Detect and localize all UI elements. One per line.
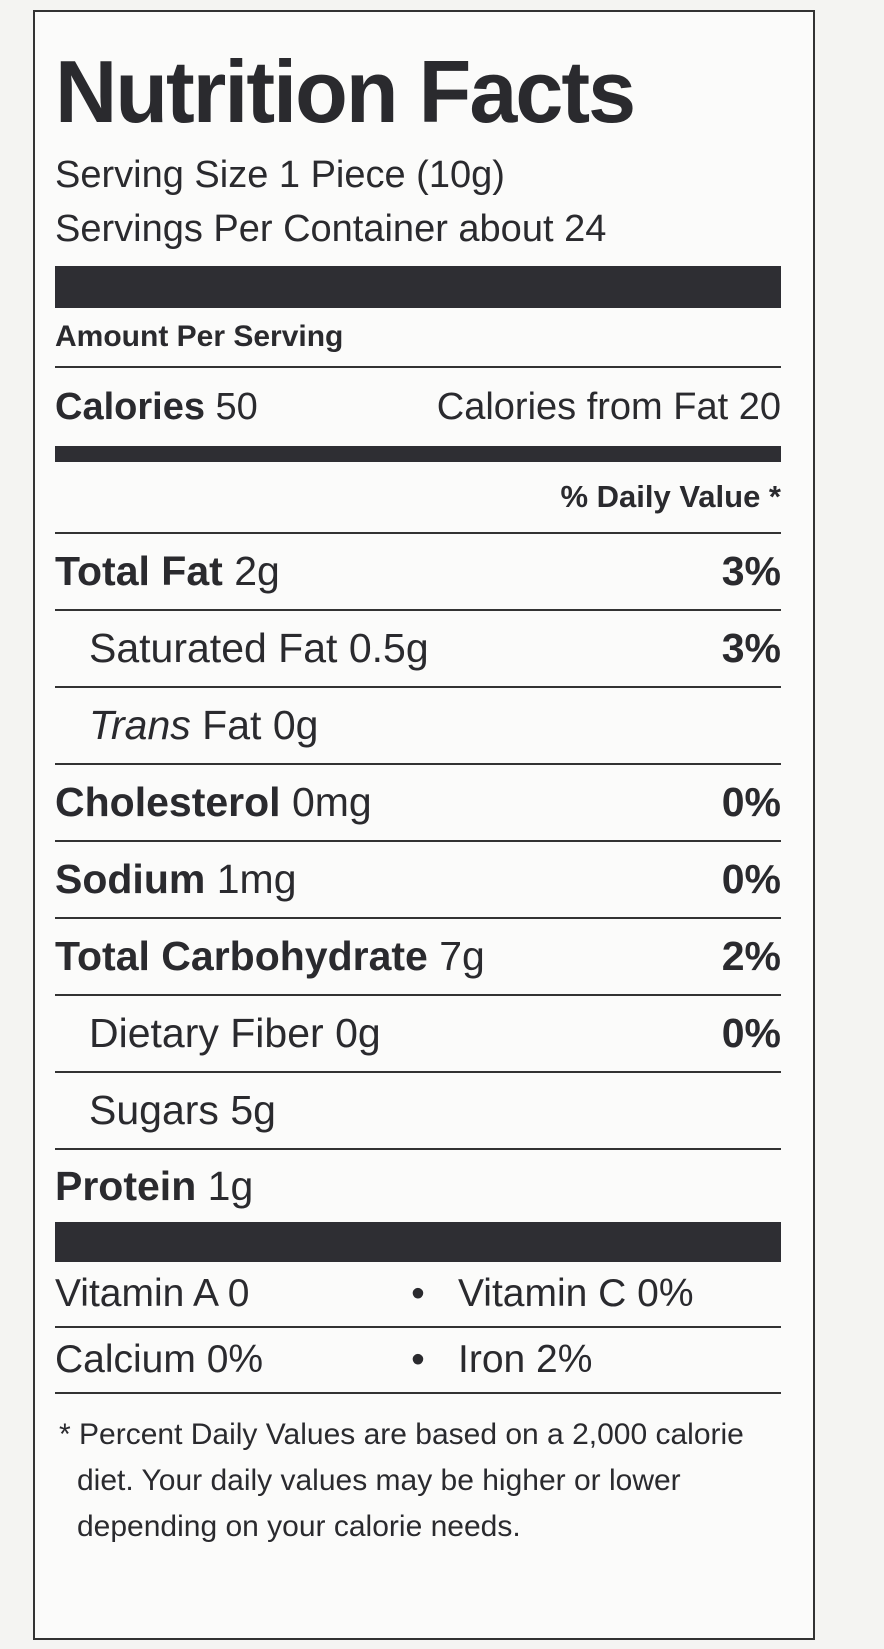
nutrient-amount: 2g — [234, 548, 280, 594]
nutrient-row-sodium: Sodium 1mg 0% — [55, 842, 781, 919]
bullet: • — [411, 1272, 425, 1315]
daily-value-header-label: % Daily Value * — [560, 479, 781, 514]
nutrient-name-rest: Fat — [202, 702, 262, 748]
nutrient-name: Protein — [55, 1162, 197, 1209]
nutrient-dv: 3% — [721, 548, 781, 594]
calcium: Calcium 0% — [55, 1338, 264, 1381]
thick-divider — [55, 266, 781, 308]
nutrient-amount: 0.5g — [348, 625, 429, 671]
thick-divider — [55, 1222, 781, 1262]
nutrient-row-total-carbohydrate: Total Carbohydrate 7g 2% — [55, 919, 781, 996]
nutrient-name: Saturated Fat — [89, 625, 338, 671]
nutrient-amount: 0g — [272, 702, 319, 748]
nutrient-row-sugars: Sugars 5g — [55, 1073, 781, 1150]
vitamin-a: Vitamin A 0 — [55, 1272, 250, 1315]
nutrient-name: Trans — [89, 702, 191, 748]
nutrient-name: Total Fat — [55, 548, 223, 594]
serving-size: Serving Size 1 Piece (10g) — [55, 154, 505, 196]
nutrient-dv: 2% — [721, 933, 781, 979]
title: Nutrition Facts — [55, 42, 636, 141]
calories-from-fat: Calories from Fat 20 — [436, 385, 781, 428]
nutrient-dv: 0% — [721, 1010, 781, 1056]
nutrient-dv: 0% — [721, 779, 781, 825]
servings-per-container: Servings Per Container about 24 — [55, 208, 607, 250]
nutrient-dv: 0% — [721, 856, 781, 902]
nutrient-amount: 0g — [335, 1010, 381, 1056]
nutrient-row-protein: Protein 1g — [55, 1150, 781, 1222]
medium-divider — [55, 446, 781, 462]
amount-per-serving: Amount Per Serving — [55, 308, 781, 368]
nutrient-name: Total Carbohydrate — [55, 933, 428, 979]
vitamin-row: Calcium 0% • Iron 2% — [55, 1328, 781, 1394]
nutrient-dv: 3% — [721, 625, 781, 671]
nutrient-amount: 0mg — [291, 779, 372, 825]
nutrient-name: Cholesterol — [55, 779, 281, 825]
amount-per-serving-label: Amount Per Serving — [55, 320, 344, 353]
nutrient-name: Sugars — [89, 1087, 219, 1133]
nutrient-amount: 1mg — [216, 856, 297, 902]
daily-value-header: % Daily Value * — [55, 462, 781, 534]
nutrient-name: Sodium — [55, 856, 206, 902]
vitamin-row: Vitamin A 0 • Vitamin C 0% — [55, 1262, 781, 1328]
nutrient-row-saturated-fat: Saturated Fat 0.5g 3% — [55, 611, 781, 688]
nutrition-label: Nutrition Facts Serving Size 1 Piece (10… — [33, 10, 815, 1640]
nutrient-row-cholesterol: Cholesterol 0mg 0% — [55, 765, 781, 842]
calories-label: Calories — [55, 385, 205, 428]
nutrient-amount: 7g — [439, 933, 485, 979]
nutrient-row-dietary-fiber: Dietary Fiber 0g 0% — [55, 996, 781, 1073]
bullet: • — [411, 1338, 425, 1381]
calories-value: 50 — [215, 385, 258, 428]
footnote: * Percent Daily Values are based on a 2,… — [59, 1418, 744, 1543]
nutrient-amount: 5g — [230, 1087, 276, 1133]
calories-row: Calories 50 Calories from Fat 20 — [55, 368, 781, 446]
nutrient-row-trans-fat: Trans Fat 0g — [55, 688, 781, 765]
nutrient-row-total-fat: Total Fat 2g 3% — [55, 534, 781, 611]
nutrient-name: Dietary Fiber — [89, 1010, 324, 1056]
iron: Iron 2% — [458, 1338, 593, 1381]
vitamin-c: Vitamin C 0% — [458, 1272, 694, 1315]
nutrient-amount: 1g — [207, 1162, 254, 1209]
